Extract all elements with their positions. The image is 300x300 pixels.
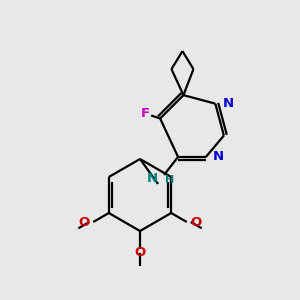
Text: N: N — [222, 97, 233, 110]
Text: N: N — [213, 150, 224, 164]
Text: O: O — [134, 247, 146, 260]
Text: H: H — [165, 175, 174, 185]
Text: O: O — [191, 215, 202, 229]
Text: F: F — [141, 107, 150, 120]
Text: O: O — [78, 215, 89, 229]
Text: N: N — [147, 172, 158, 185]
